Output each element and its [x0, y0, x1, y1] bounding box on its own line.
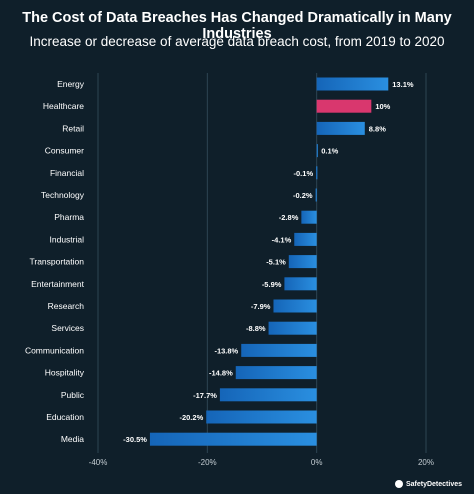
bar [316, 121, 365, 135]
x-tick-label: -40% [89, 458, 108, 467]
category-label: Pharma [54, 212, 84, 222]
bar [316, 166, 318, 180]
category-label: Healthcare [43, 101, 84, 111]
value-label: -0.1% [294, 169, 314, 178]
category-label: Media [61, 434, 84, 444]
value-label: 13.1% [392, 80, 414, 89]
category-label: Financial [50, 168, 84, 178]
bar [288, 255, 317, 269]
bar [316, 99, 372, 113]
x-tick-label: 20% [418, 458, 434, 467]
bar [301, 210, 317, 224]
bar [273, 299, 317, 313]
category-label: Industrial [50, 234, 85, 244]
brand-logo: SafetyDetectives [394, 480, 462, 488]
category-label: Transportation [30, 257, 85, 267]
category-label: Research [48, 301, 85, 311]
x-tick-label: 0% [311, 458, 323, 467]
value-label: -4.1% [272, 235, 292, 244]
bar [241, 343, 317, 357]
bar [149, 432, 317, 446]
value-label: -5.1% [266, 258, 286, 267]
bar [206, 410, 317, 424]
bar [316, 77, 389, 91]
brand-icon [394, 480, 403, 488]
brand-name: SafetyDetectives [405, 480, 462, 488]
bar [315, 188, 317, 202]
category-label: Public [61, 390, 85, 400]
value-label: -14.8% [209, 369, 233, 378]
bar [294, 232, 317, 246]
value-label: -7.9% [251, 302, 271, 311]
category-label: Energy [57, 79, 85, 89]
value-label: -2.8% [279, 213, 299, 222]
bar [268, 321, 317, 335]
category-label: Services [51, 323, 84, 333]
chart-title: The Cost of Data Breaches Has Changed Dr… [22, 10, 452, 42]
category-label: Hospitality [45, 368, 85, 378]
value-label: -20.2% [179, 413, 203, 422]
value-label: -17.7% [193, 391, 217, 400]
bar [219, 388, 317, 402]
chart-subtitle: Increase or decrease of average data bre… [29, 34, 445, 49]
value-label: -0.2% [293, 191, 313, 200]
x-tick-label: -20% [198, 458, 217, 467]
category-label: Retail [62, 123, 84, 133]
value-label: -13.8% [214, 346, 238, 355]
bar [235, 366, 317, 380]
category-label: Entertainment [31, 279, 85, 289]
value-label: -30.5% [123, 435, 147, 444]
bar [316, 144, 318, 158]
value-label: 10% [375, 102, 390, 111]
value-label: 8.8% [369, 124, 386, 133]
value-label: -8.8% [246, 324, 266, 333]
value-label: 0.1% [321, 147, 338, 156]
category-label: Education [46, 412, 84, 422]
category-label: Technology [41, 190, 85, 200]
category-label: Consumer [45, 146, 84, 156]
value-label: -5.9% [262, 280, 282, 289]
category-label: Communication [25, 345, 84, 355]
bar [284, 277, 317, 291]
